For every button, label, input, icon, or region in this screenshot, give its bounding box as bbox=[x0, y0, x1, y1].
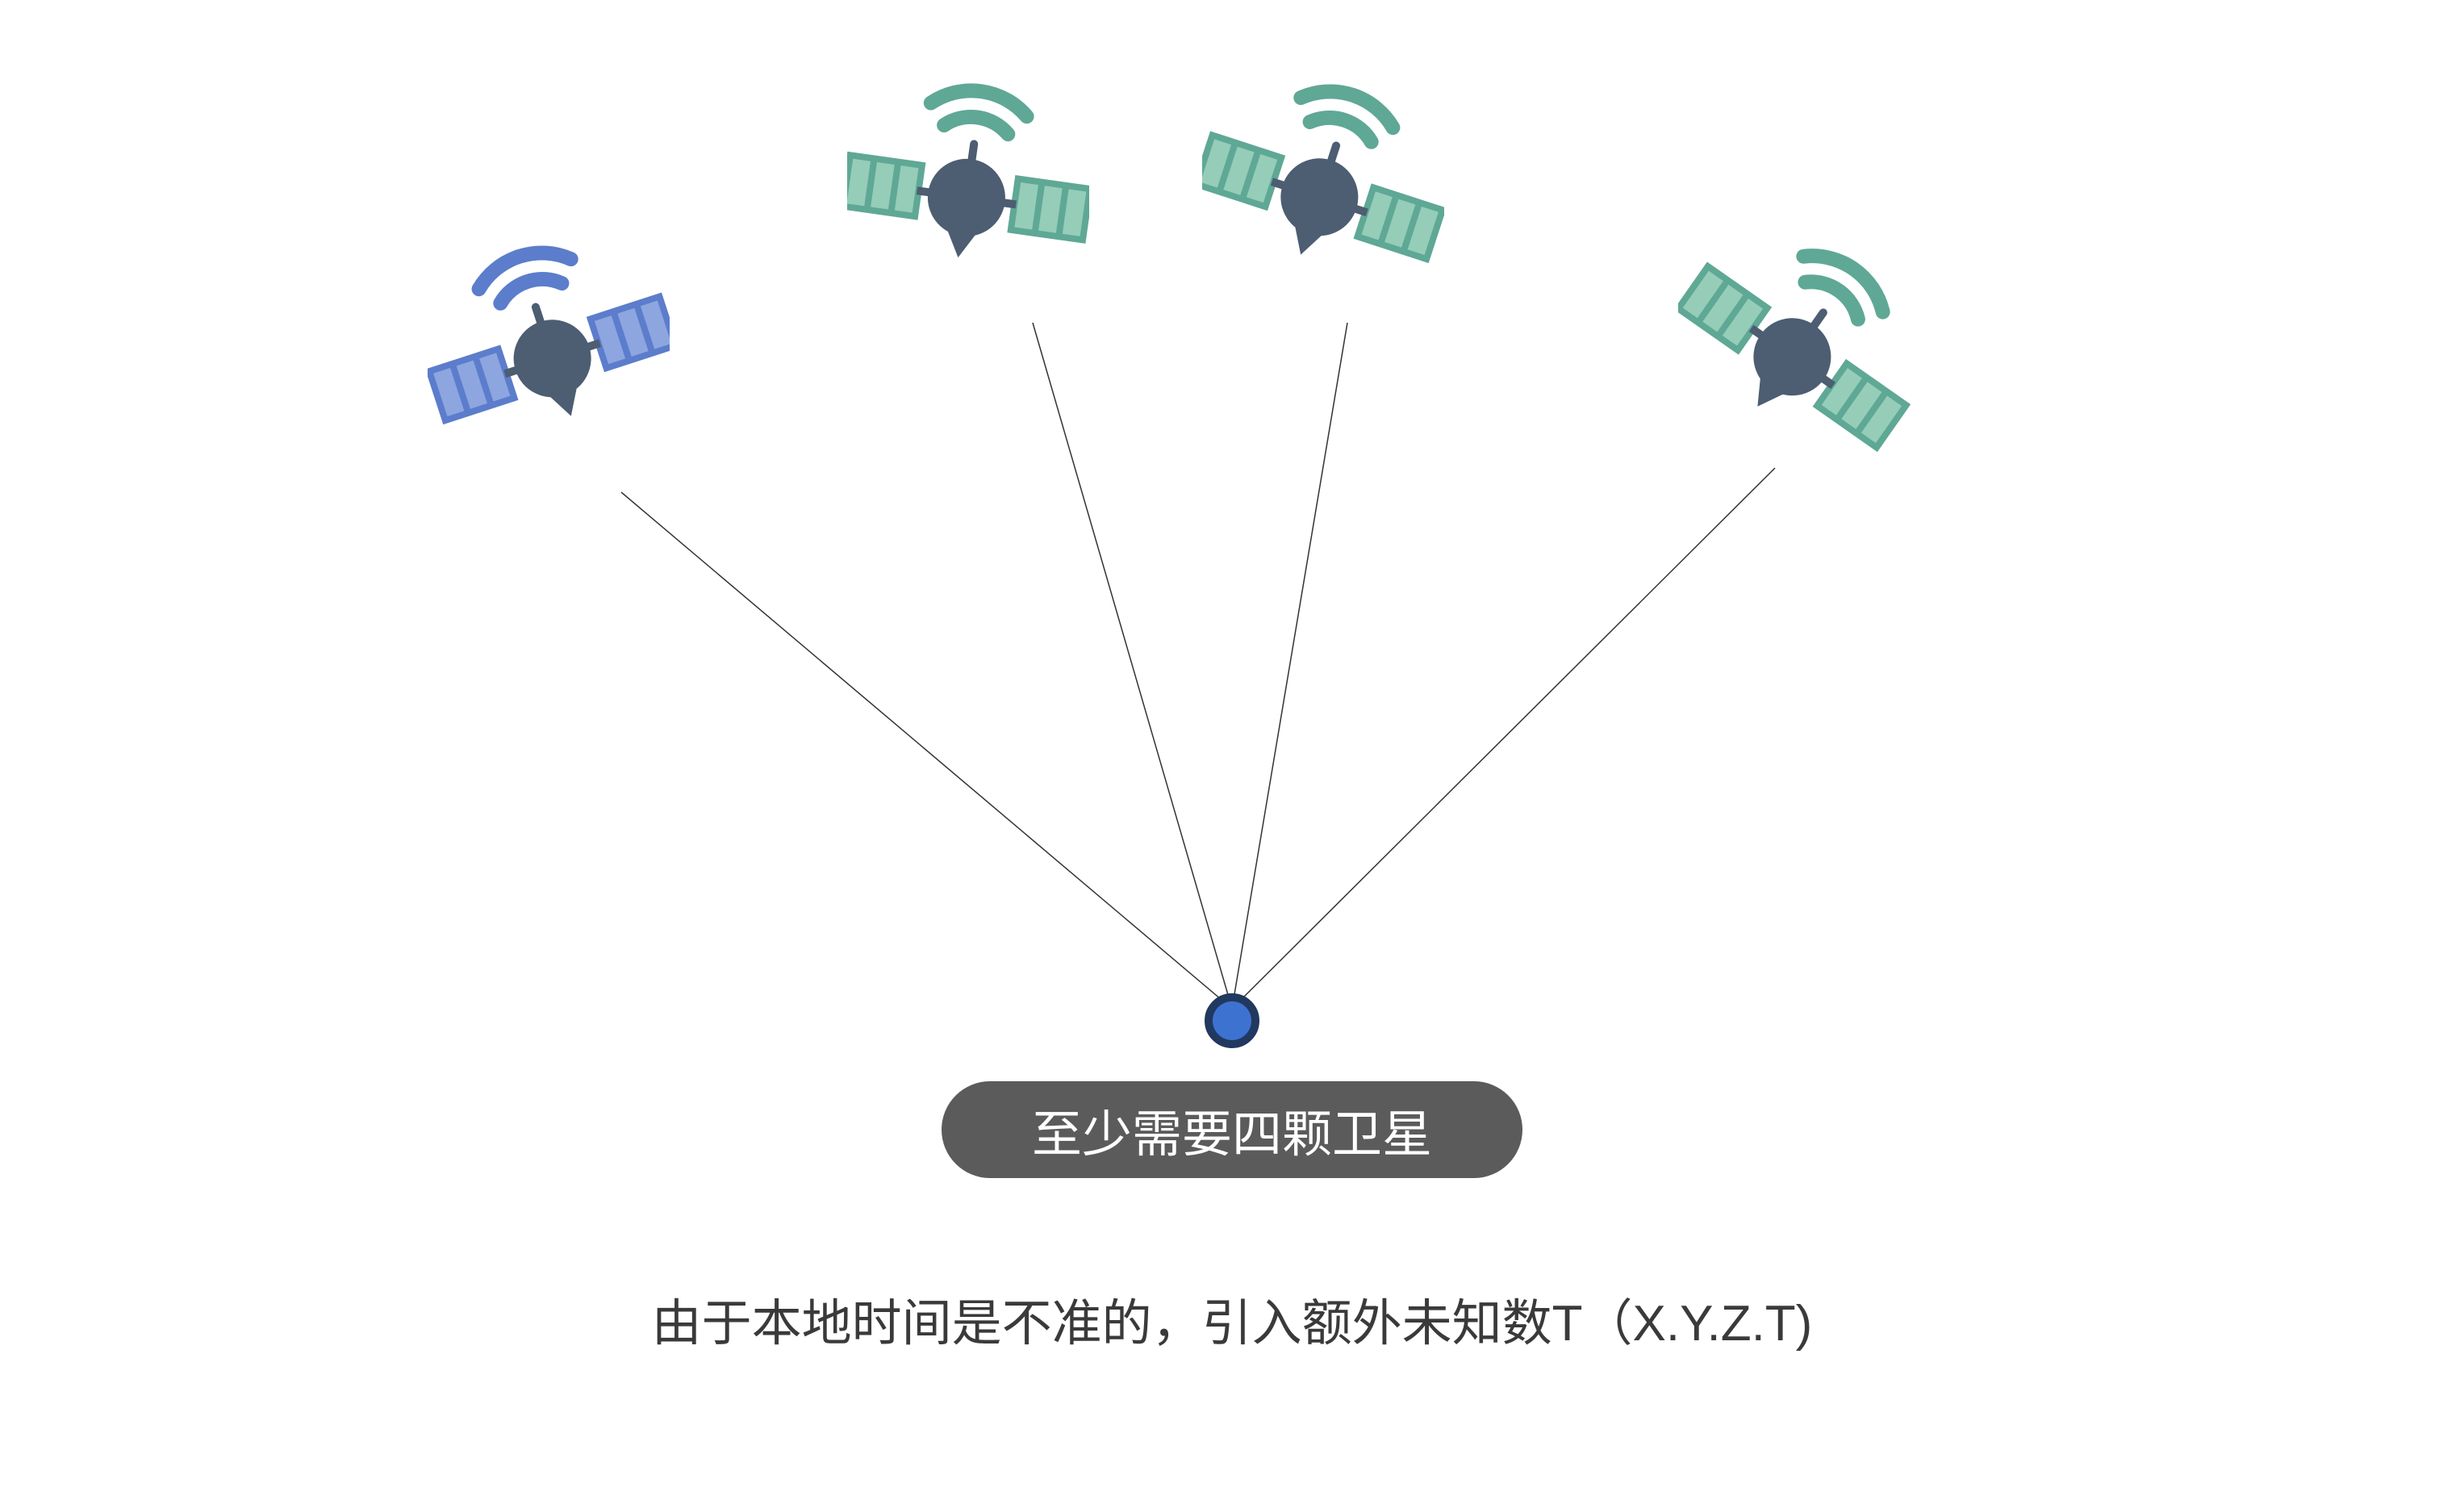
receiver-node bbox=[1205, 993, 1259, 1048]
label-text: 至少需要四颗卫星 bbox=[1032, 1093, 1432, 1166]
connection-line bbox=[1232, 323, 1347, 1009]
subtitle-text: 由于本地时间是不准的，引入额外未知数T（X.Y.Z.T) bbox=[0, 1282, 2464, 1355]
satellite-icon bbox=[1678, 226, 1920, 468]
satellite-icon bbox=[1202, 65, 1444, 307]
satellite-sat4 bbox=[1678, 226, 1920, 472]
label-box: 至少需要四颗卫星 bbox=[942, 1081, 1522, 1178]
satellite-icon bbox=[428, 226, 670, 468]
subtitle-content: 由于本地时间是不准的，引入额外未知数T（X.Y.Z.T) bbox=[652, 1296, 1813, 1352]
satellite-sat3 bbox=[1202, 65, 1444, 311]
satellite-icon bbox=[847, 65, 1089, 307]
connection-line bbox=[1232, 468, 1775, 1009]
satellite-sat1 bbox=[428, 226, 670, 472]
connection-line bbox=[1033, 323, 1232, 1009]
gps-diagram: 至少需要四颗卫星 由于本地时间是不准的，引入额外未知数T（X.Y.Z.T) bbox=[0, 0, 2464, 1496]
satellite-sat2 bbox=[847, 65, 1089, 311]
connection-line bbox=[621, 492, 1232, 1009]
